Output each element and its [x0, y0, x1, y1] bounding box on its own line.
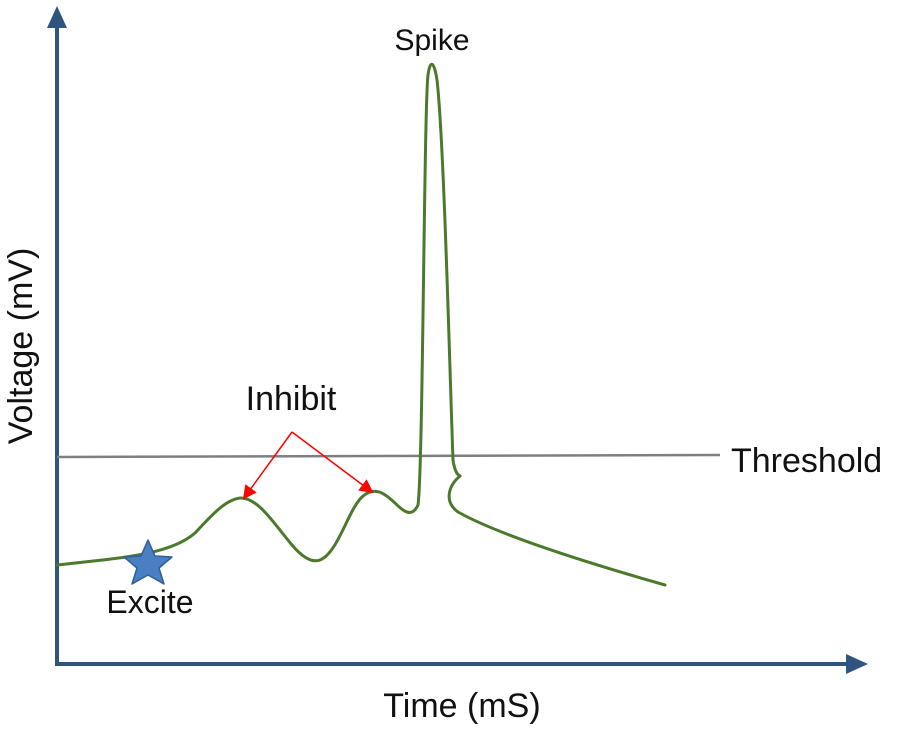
- y-axis-label: Voltage (mV): [2, 248, 40, 445]
- x-axis-label: Time (mS): [383, 687, 540, 725]
- excite-label: Excite: [106, 584, 193, 620]
- x-axis-arrowhead: [846, 654, 868, 674]
- inhibit-label: Inhibit: [246, 380, 337, 418]
- inhibit-arrow-right: [291, 431, 374, 494]
- voltage-trace: [55, 62, 667, 587]
- inhibit-arrows: [242, 431, 374, 500]
- spike-label: Spike: [394, 24, 469, 57]
- y-axis-arrowhead: [47, 6, 67, 28]
- threshold-label: Threshold: [731, 442, 882, 480]
- threshold-line: [56, 453, 721, 459]
- excite-star-icon: [123, 539, 173, 585]
- inhibit-arrow-left: [242, 431, 293, 500]
- axes: [47, 6, 868, 674]
